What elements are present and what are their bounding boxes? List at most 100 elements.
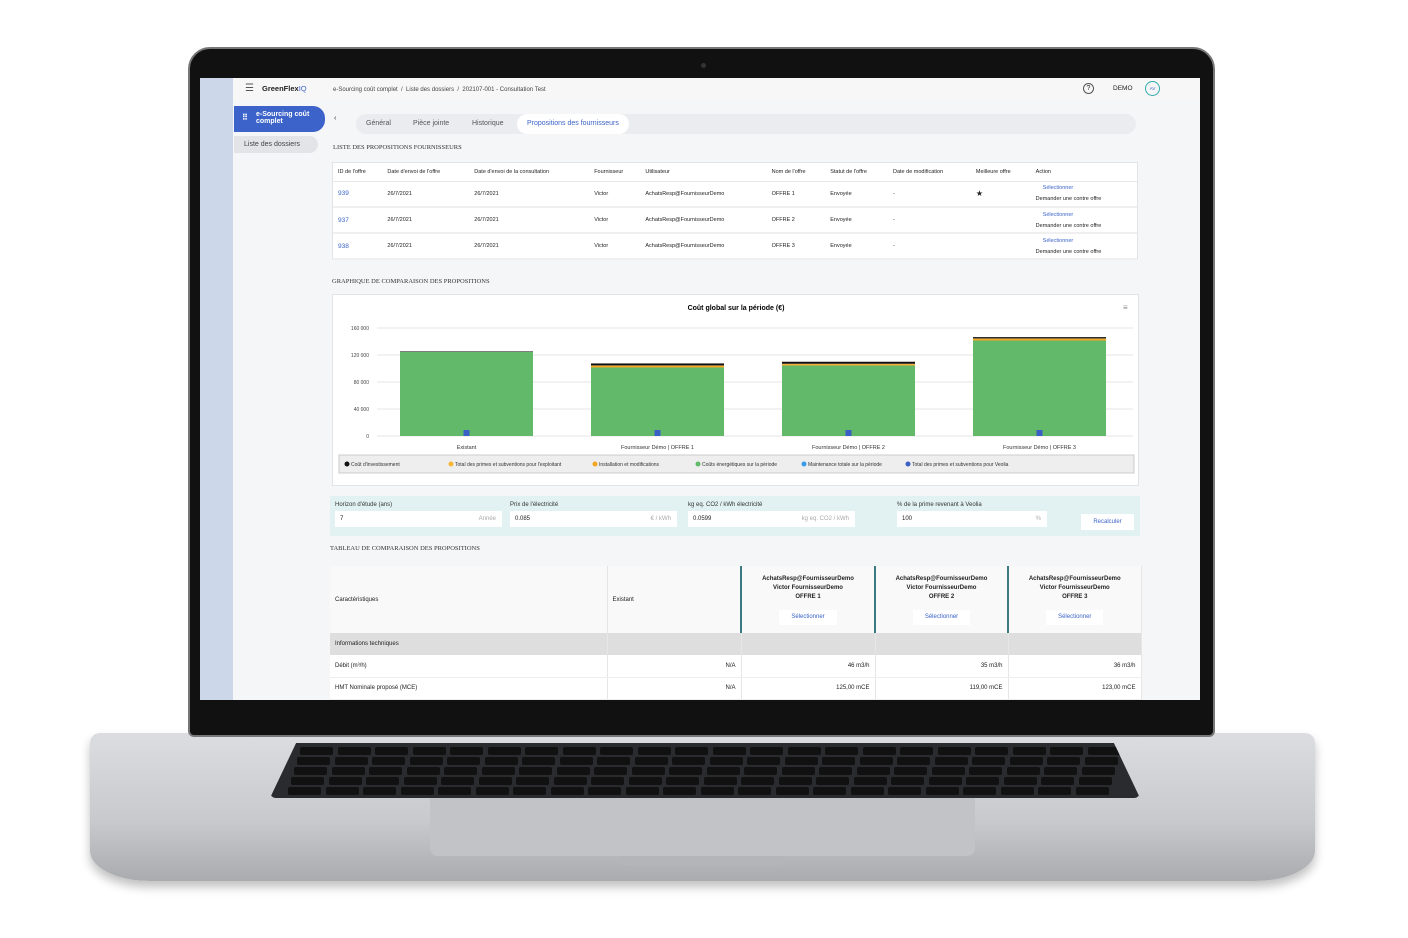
bar-segment — [782, 365, 915, 436]
column-header[interactable]: ID de l'offre — [333, 163, 383, 182]
keyboard-key — [481, 767, 515, 775]
user: AchatsResp@FournisseurDemo — [640, 233, 767, 260]
keyboard-key — [1087, 747, 1121, 755]
keyboard-key — [403, 777, 437, 785]
column-header[interactable]: Meilleure offre — [970, 163, 1031, 182]
column-header[interactable]: Nom de l'offre — [766, 163, 826, 182]
breadcrumb-item[interactable]: Liste des dossiers — [406, 87, 455, 93]
param-unit: % — [1035, 516, 1041, 522]
sidebar-item-esourcing[interactable]: ⠿ e-Sourcing coût complet — [234, 106, 325, 132]
param-unit: kg eq. CO2 / kWh — [801, 516, 849, 522]
stacked-bar-chart: Coût global sur la période (€) ≡ 0 40 000 80… — [338, 303, 1135, 474]
select-offer-button[interactable]: Sélectionner — [779, 609, 837, 625]
top-bar — [233, 78, 1200, 100]
keyboard-key — [672, 757, 705, 765]
bar-marker-icon — [1036, 430, 1043, 436]
keyboard-key — [891, 777, 924, 785]
select-offer-link[interactable]: Sélectionner — [1042, 211, 1074, 218]
keyboard-key — [819, 767, 852, 775]
legend-marker — [905, 461, 911, 467]
menu-icon[interactable]: ☰ — [245, 83, 254, 94]
legend-item: Coût d'investissement — [351, 462, 400, 468]
counter-offer-link[interactable]: Demander une contre offre — [1035, 222, 1102, 229]
bar-segment — [973, 340, 1106, 436]
select-offer-button[interactable]: Sélectionner — [1046, 609, 1104, 625]
keyboard-key — [450, 747, 483, 755]
tab-historique[interactable]: Historique — [472, 120, 504, 127]
param-label: Horizon d'étude (ans) — [335, 502, 393, 508]
column-header[interactable]: Utilisateur — [640, 163, 767, 182]
keyboard-key — [406, 767, 440, 775]
chart-menu-icon[interactable]: ≡ — [1123, 303, 1128, 312]
column-header[interactable]: Date de modification — [887, 163, 971, 182]
help-icon[interactable]: ? — [1083, 83, 1094, 94]
user-label[interactable]: DEMO — [1113, 85, 1133, 92]
offers-table: ID de l'offre Date d'envoi de l'offre Date… — [332, 162, 1138, 260]
bar-segment — [591, 363, 724, 366]
keyboard-key — [1075, 787, 1109, 795]
table-row: Débit (m³/h) N/A 46 m3/h 35 m3/h 36 m3/h — [330, 655, 1142, 678]
modified-date: - — [887, 233, 971, 260]
param-label: Prix de l'électricité — [510, 502, 559, 508]
keyboard-key — [703, 777, 737, 785]
offer-id-link[interactable]: 939 — [338, 190, 349, 198]
x-category-label: Fournisseur Démo | OFFRE 1 — [621, 445, 694, 451]
column-header[interactable]: Statut de l'offre — [825, 163, 888, 182]
param-input[interactable]: 0.0599 kg eq. CO2 / kWh — [688, 511, 855, 527]
recalculate-button[interactable]: Recalculer — [1081, 514, 1134, 530]
table-row: 939 26/7/2021 26/7/2021 Victor AchatsRes… — [333, 181, 1137, 208]
keyboard-key — [334, 757, 368, 765]
avatar[interactable]: AV — [1145, 81, 1160, 96]
keyboard-key — [934, 757, 968, 765]
keyboard-key — [597, 757, 630, 765]
keyboard-key — [447, 757, 480, 765]
legend-item: Total des primes et subventions pour Veo… — [912, 462, 1009, 468]
param-input[interactable]: 7 Année — [335, 511, 502, 527]
chart-title: Coût global sur la période (€) — [688, 305, 785, 312]
select-offer-link[interactable]: Sélectionner — [1042, 185, 1074, 192]
keyboard-key — [1012, 747, 1046, 755]
offer-name: OFFRE 2 — [766, 207, 826, 234]
keyboard-key — [925, 787, 959, 795]
tab-piece-jointe[interactable]: Pièce jointe — [413, 120, 450, 127]
tab-general[interactable]: Général — [366, 120, 391, 127]
keyboard-key — [1044, 767, 1077, 775]
keyboard-key — [1047, 757, 1080, 765]
select-offer-link[interactable]: Sélectionner — [1042, 237, 1074, 244]
select-offer-button[interactable]: Sélectionner — [912, 609, 971, 625]
bar-marker-icon — [463, 430, 470, 436]
param-input[interactable]: 100% — [897, 511, 1047, 527]
column-header[interactable]: Action — [1030, 163, 1137, 182]
counter-offer-link[interactable]: Demander une contre offre — [1035, 196, 1102, 203]
column-header[interactable]: Date d'envoi de l'offre — [382, 163, 470, 182]
counter-offer-link[interactable]: Demander une contre offre — [1035, 248, 1102, 255]
logo[interactable]: GreenFlexIQ — [262, 84, 307, 93]
column-header[interactable]: Fournisseur — [589, 163, 641, 182]
keyboard-key — [900, 747, 933, 755]
column-header[interactable]: Date d'envoi de la consultation — [469, 163, 590, 182]
offer-id-link[interactable]: 937 — [338, 216, 349, 224]
keyboard-key — [369, 767, 402, 775]
keyboard-key — [775, 787, 809, 795]
keyboard-key — [931, 767, 965, 775]
sidebar-item-dossiers[interactable]: Liste des dossiers — [234, 136, 318, 153]
breadcrumb-item[interactable]: e-Sourcing coût complet — [333, 87, 398, 93]
keyboard-key — [328, 777, 362, 785]
keyboard-key — [1050, 747, 1083, 755]
offer-id-link[interactable]: 938 — [338, 242, 349, 250]
keyboard-key — [556, 767, 590, 775]
keyboard-key — [400, 787, 434, 795]
sent-date: 26/7/2021 — [382, 233, 470, 260]
tab-propositions[interactable]: Propositions des fournisseurs — [517, 114, 629, 134]
bar-segment — [782, 361, 915, 364]
keyboard-key — [366, 777, 399, 785]
collapse-arrow-icon[interactable]: ‹ — [334, 115, 337, 122]
keyboard-key — [525, 747, 558, 755]
keyboard-key — [894, 767, 927, 775]
keyboard-key — [822, 757, 855, 765]
param-label: kg eq. CO2 / kWh électricité — [688, 502, 763, 508]
keyboard-key — [625, 787, 659, 795]
app-screen: ☰ GreenFlexIQ e-Sourcing coût complet / … — [200, 78, 1200, 700]
param-input[interactable]: 0.085 € / kWh — [510, 511, 677, 527]
keyboard-key — [853, 777, 887, 785]
